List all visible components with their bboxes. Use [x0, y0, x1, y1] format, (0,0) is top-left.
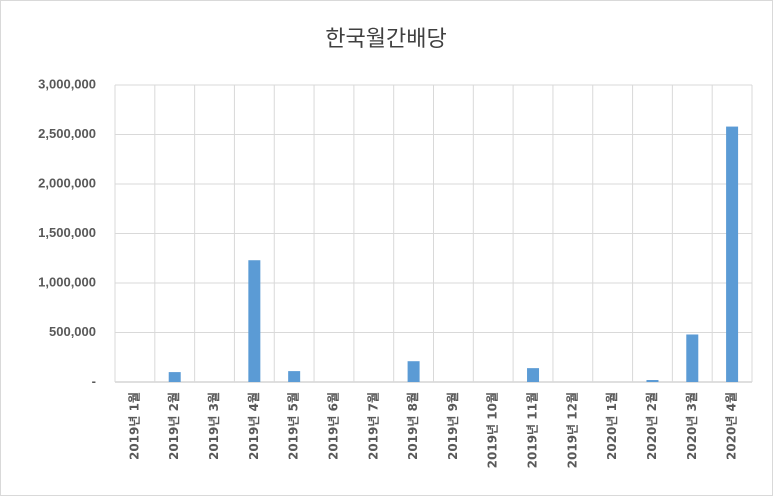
bar	[686, 334, 699, 382]
x-tick-label: 2019년 4월	[246, 392, 261, 460]
x-tick-label: 2019년 7월	[365, 392, 380, 460]
x-tick-label: 2019년 6월	[325, 392, 340, 460]
y-tick-label: 3,000,000	[38, 76, 96, 91]
y-tick-label: 1,500,000	[38, 225, 96, 240]
chart-title: 한국월간배당	[325, 27, 446, 52]
y-tick-label: 1,000,000	[38, 274, 96, 289]
y-tick-label: 500,000	[49, 324, 96, 339]
x-tick-label: 2019년 9월	[445, 392, 460, 460]
bar	[527, 368, 540, 382]
x-tick-label: 2019년 2월	[166, 392, 181, 460]
x-tick-label: 2019년 1월	[126, 392, 141, 460]
y-tick-label: 2,500,000	[38, 126, 96, 141]
x-tick-label: 2019년 11월	[525, 392, 540, 468]
x-tick-label: 2019년 3월	[206, 392, 221, 460]
x-tick-label: 2020년 3월	[684, 392, 699, 460]
x-tick-label: 2019년 5월	[286, 392, 301, 460]
x-tick-label: 2020년 4월	[724, 392, 739, 460]
bar	[646, 380, 659, 382]
bar	[168, 372, 181, 382]
bar	[288, 371, 301, 382]
bar	[248, 260, 261, 382]
x-tick-label: 2019년 10월	[485, 392, 500, 468]
y-tick-label: 2,000,000	[38, 175, 96, 190]
y-tick-label: -	[92, 373, 96, 388]
x-tick-label: 2020년 2월	[644, 392, 659, 460]
x-tick-label: 2019년 12월	[564, 392, 579, 468]
bar	[726, 126, 739, 382]
bar	[407, 361, 420, 382]
x-tick-label: 2019년 8월	[405, 392, 420, 460]
x-tick-label: 2020년 1월	[604, 392, 619, 460]
